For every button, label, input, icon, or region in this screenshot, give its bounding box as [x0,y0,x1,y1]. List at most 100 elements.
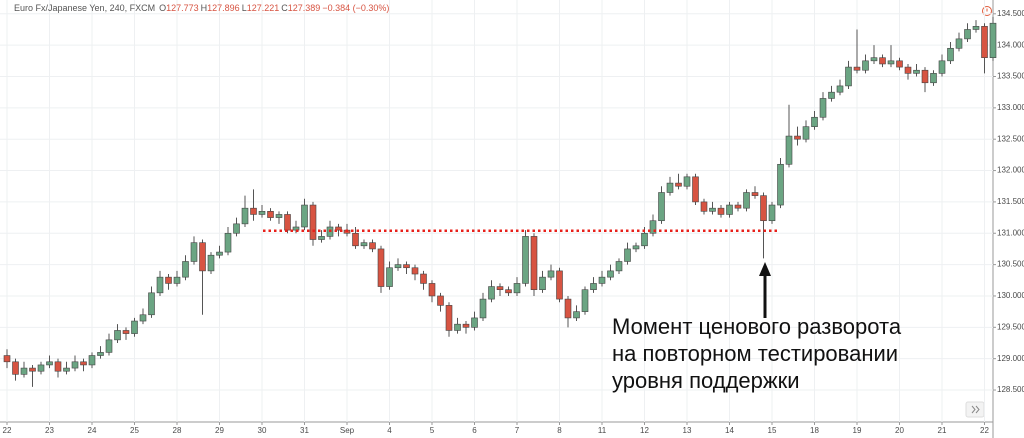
candle-body [428,283,436,297]
x-tick-label: 25 [130,426,139,435]
annotation-line: на повторном тестировании [612,341,899,366]
candle-body [403,264,410,269]
x-tick-label: 12 [640,426,649,435]
candle-body [394,264,402,269]
y-tick-label: 133.000 [997,103,1024,112]
x-tick-label: 30 [258,426,267,435]
x-tick-label: 14 [725,426,734,435]
candle-body [556,270,563,300]
annotation-line: уровня поддержки [612,368,800,393]
x-tick-label: 20 [895,426,904,435]
candle-body [335,226,342,231]
candle-body [445,305,453,331]
candle-body [360,242,368,247]
alert-icon[interactable] [982,6,992,16]
y-tick-label: 134.500 [997,9,1024,18]
candle-body [88,355,96,366]
candle-body [581,289,589,312]
candle-body [54,361,62,372]
x-tick-label: 18 [810,426,819,435]
candle-body [114,330,121,341]
symbol: Euro Fx/Japanese Yen, 240, FXCM [14,3,156,13]
x-tick-label: 11 [598,426,607,435]
candle-body [870,57,878,62]
candle-body [539,276,546,290]
candle-body [105,339,113,353]
annotation-line: Момент ценового разворота [612,314,902,339]
y-tick-label: 130.500 [997,260,1024,269]
candle-body [80,361,87,366]
candle-body [46,361,53,366]
candle-body [29,367,36,372]
candle-body [411,267,419,275]
x-tick-label: 5 [430,426,435,435]
candle-body [462,323,470,328]
legend-header: Euro Fx/Japanese Yen, 240, FXCM O127.773 H… [14,3,391,13]
y-tick-label: 130.000 [997,291,1024,300]
x-tick-label: 31 [300,426,309,435]
x-tick-label: 19 [853,426,862,435]
x-tick-label: 23 [45,426,54,435]
candle-body [794,135,801,140]
candle-body [71,361,79,369]
x-tick-label: Sep [340,426,355,435]
candle-body [726,204,733,215]
candle-body [207,254,215,272]
candle-body [284,214,291,231]
candle-body [887,60,895,65]
candle-body [879,57,886,65]
candle-body [216,251,223,256]
candle-body [488,286,495,300]
ohlc-label: L [241,3,247,13]
candle-body [607,270,614,278]
candle-body [692,176,699,203]
x-tick-label: 29 [215,426,224,435]
ohlc-value: 127.896 [207,3,240,13]
candle-body [811,116,818,127]
scroll-icon [971,405,980,414]
candle-body [233,223,240,234]
candle-body [743,192,750,209]
candle-body [131,320,138,334]
x-tick-label: 7 [515,426,520,435]
candle-body [709,207,716,212]
y-tick-label: 131.500 [997,197,1024,206]
y-tick-label: 132.500 [997,134,1024,143]
candle-body [267,211,274,218]
candle-body [454,323,461,331]
candle-body [683,176,691,187]
annotation: Момент ценового разворота на повторном те… [612,313,901,394]
candle-body [641,232,648,247]
candle-body [751,192,759,196]
y-tick-label: 131.000 [997,228,1024,237]
candle-body [420,273,427,284]
candle-body [369,242,376,250]
candle-body [836,85,844,93]
candle-body [921,69,929,84]
candle-body [930,73,937,84]
candle-body [156,276,164,294]
y-tick-label: 128.500 [997,385,1024,394]
x-tick-label: 15 [768,426,777,435]
x-tick-label: 13 [683,426,692,435]
candle-body [190,242,198,262]
candle-body [666,182,674,193]
candle-body [802,126,810,140]
candle-body [675,182,682,187]
candle-body [530,236,538,290]
ohlc-value: 127.221 [246,3,280,13]
candle-body [318,236,325,240]
ohlc-label: C [281,3,288,13]
candle-body [989,22,997,58]
candle-body [615,261,623,272]
candle-body [632,245,640,250]
x-tick-label: 24 [88,426,97,435]
candle-body [947,47,954,62]
ohlc-value: 127.389 [287,3,321,13]
y-tick-label: 132.000 [997,166,1024,175]
candle-body [768,204,776,222]
candle-body [352,232,359,247]
candle-body [862,60,869,71]
